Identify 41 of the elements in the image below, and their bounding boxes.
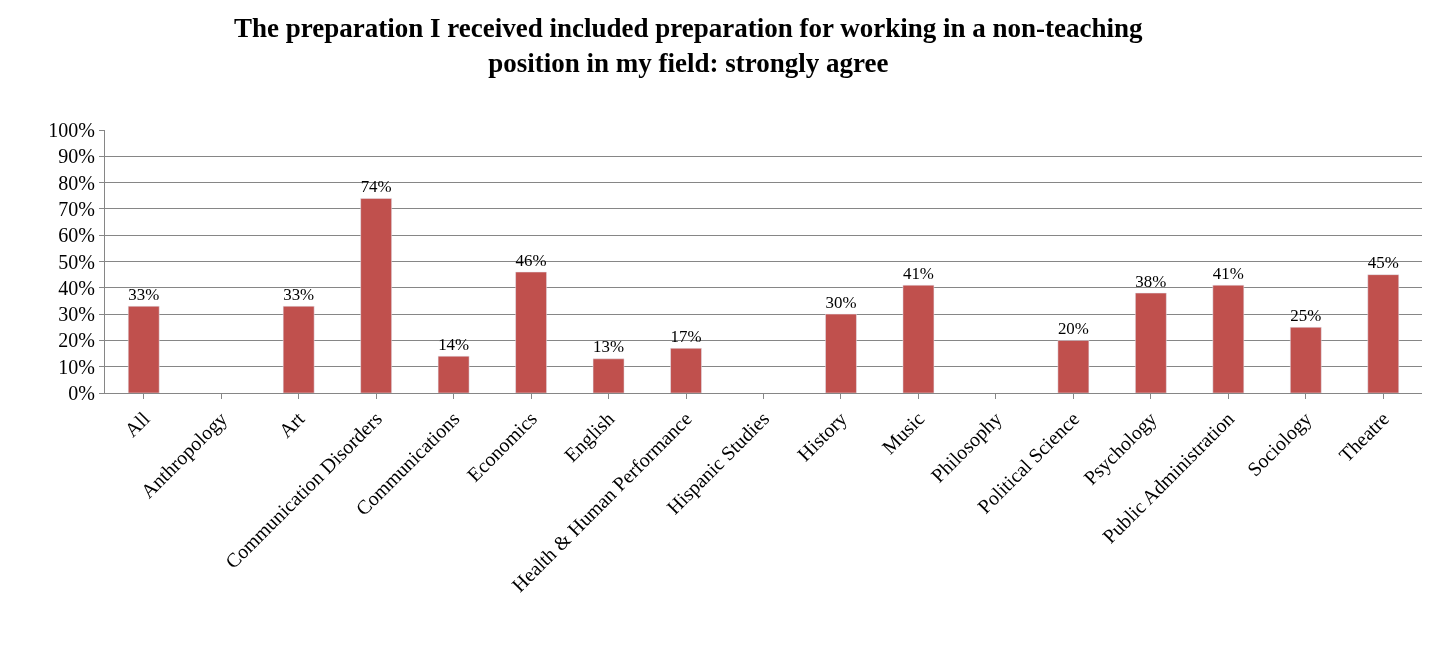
y-tick-label: 80% (58, 171, 95, 194)
data-label: 33% (283, 284, 315, 304)
data-label: 17% (670, 326, 702, 346)
y-tick-label: 40% (58, 276, 95, 299)
data-label: 30% (825, 292, 857, 312)
data-label: 45% (1367, 253, 1399, 273)
data-label: 25% (1290, 305, 1322, 325)
bar (282, 305, 315, 393)
y-tick-label: 50% (58, 250, 95, 273)
y-tick-label: 30% (58, 303, 95, 326)
data-label: 14% (438, 334, 470, 354)
bar (515, 271, 547, 393)
y-tick-label: 60% (58, 224, 95, 247)
y-tick-label: 10% (58, 355, 95, 378)
data-label: 20% (1057, 319, 1089, 339)
data-label: 41% (1212, 263, 1244, 283)
bar (1290, 327, 1322, 393)
bar (1212, 284, 1245, 393)
bar (1367, 274, 1400, 393)
bar (1057, 340, 1090, 393)
bar (592, 358, 625, 393)
y-tick-label: 90% (58, 145, 95, 168)
bar (670, 348, 702, 393)
y-tick-label: 0% (68, 382, 95, 404)
data-label: 46% (515, 250, 547, 270)
data-label: 41% (902, 263, 934, 283)
data-label: 38% (1135, 271, 1167, 291)
bar (127, 305, 160, 393)
y-tick-label: 70% (58, 197, 95, 220)
bar (902, 284, 935, 393)
y-tick-label: 100% (48, 119, 95, 141)
chart-title: The preparation I received included preparation for working in a non-teaching position in my field: strongly agree (233, 12, 1144, 79)
y-tick-label: 20% (58, 329, 95, 352)
bar (437, 355, 470, 393)
data-label: 13% (593, 337, 625, 357)
x-tick-label: Art (274, 407, 309, 442)
bar (360, 198, 392, 393)
bar (825, 313, 857, 393)
data-label: 33% (128, 284, 160, 304)
data-label: 74% (360, 177, 392, 196)
bar (1135, 292, 1167, 393)
